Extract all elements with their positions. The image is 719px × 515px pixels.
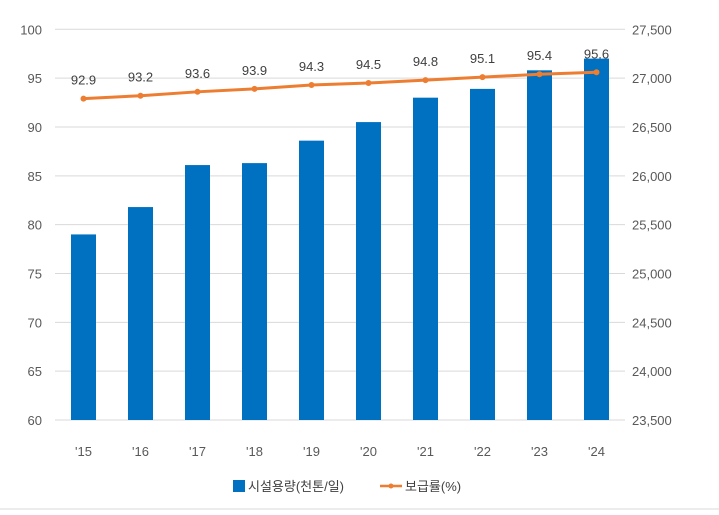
data-label: 93.6: [185, 66, 210, 81]
line-point: [308, 81, 315, 88]
x-tick-label: '21: [417, 444, 434, 459]
data-label: 95.1: [470, 51, 495, 66]
x-tick-label: '17: [189, 444, 206, 459]
left-tick-label: 70: [28, 315, 42, 330]
x-tick-label: '23: [531, 444, 548, 459]
legend-line-label: 보급률(%): [405, 479, 461, 494]
bar: [413, 97, 438, 421]
line-point: [593, 69, 600, 76]
series-line: [83, 70, 597, 101]
line-point: [137, 92, 144, 99]
line-point: [251, 85, 258, 92]
bar: [356, 122, 381, 420]
data-label: 92.9: [71, 73, 96, 88]
data-labels: 92.9 93.2 93.6 93.9 94.3 94.5 94.8 95.1 95.4 95.6: [71, 46, 609, 87]
left-tick-label: 60: [28, 413, 42, 428]
left-tick-label: 80: [28, 218, 42, 233]
line-point: [365, 80, 372, 87]
x-tick-label: '15: [75, 444, 92, 459]
bar: [470, 88, 495, 421]
line-series: [80, 69, 600, 102]
left-tick-label: 65: [28, 364, 42, 379]
bar: [71, 234, 96, 420]
x-tick-label: '18: [246, 444, 263, 459]
line-point: [80, 95, 87, 102]
right-tick-label: 23,500: [632, 413, 672, 428]
x-tick-label: '19: [303, 444, 320, 459]
left-axis: 60 65 70 75 80 85 90 95 100: [20, 22, 42, 428]
line-point: [422, 77, 429, 84]
right-tick-label: 25,000: [632, 266, 672, 281]
bar: [185, 165, 210, 420]
bar-series: [71, 58, 609, 421]
data-label: 95.4: [527, 48, 552, 63]
line-point: [479, 74, 486, 81]
data-label: 93.9: [242, 63, 267, 78]
data-label: 94.8: [413, 54, 438, 69]
data-label: 94.5: [356, 57, 381, 72]
right-tick-label: 27,000: [632, 71, 672, 86]
right-tick-label: 26,000: [632, 169, 672, 184]
bar: [299, 140, 324, 420]
right-tick-label: 24,000: [632, 364, 672, 379]
left-tick-label: 90: [28, 120, 42, 135]
right-axis: 23,500 24,000 24,500 25,000 25,500 26,000 26,5…: [632, 22, 672, 428]
right-tick-label: 24,500: [632, 315, 672, 330]
right-tick-label: 26,500: [632, 120, 672, 135]
x-tick-label: '22: [474, 444, 491, 459]
right-tick-label: 25,500: [632, 218, 672, 233]
legend-line-marker: [388, 483, 394, 489]
left-tick-label: 100: [20, 22, 42, 37]
right-tick-label: 27,500: [632, 22, 672, 37]
legend: 시설용량(천톤/일) 보급률(%): [233, 479, 461, 494]
x-tick-label: '20: [360, 444, 377, 459]
x-tick-label: '24: [588, 444, 605, 459]
left-tick-label: 75: [28, 266, 42, 281]
bar: [242, 163, 267, 420]
legend-bar-swatch: [233, 480, 245, 492]
line-point: [536, 71, 543, 78]
data-label: 95.6: [584, 46, 609, 61]
legend-bar-label: 시설용량(천톤/일): [248, 479, 344, 494]
left-tick-label: 85: [28, 169, 42, 184]
bar: [128, 207, 153, 420]
bar: [527, 70, 552, 421]
data-label: 94.3: [299, 59, 324, 74]
x-tick-label: '16: [132, 444, 149, 459]
line-point: [194, 88, 201, 95]
x-axis: '15 '16 '17 '18 '19 '20 '21 '22 '23 '24: [75, 444, 605, 459]
data-label: 93.2: [128, 70, 153, 85]
left-tick-label: 95: [28, 71, 42, 86]
bar: [584, 58, 609, 420]
